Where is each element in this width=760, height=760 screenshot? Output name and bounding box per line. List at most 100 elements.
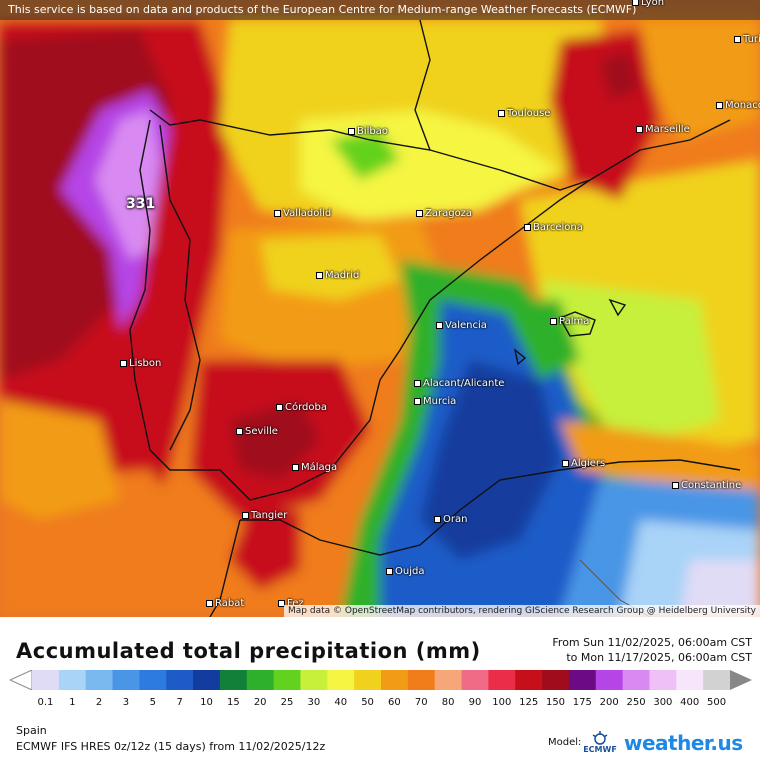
scale-swatch [542,670,570,690]
scale-swatch [488,670,516,690]
time-period: From Sun 11/02/2025, 06:00am CST to Mon … [552,635,752,665]
scale-tick-label: 0.1 [37,697,54,708]
scale-tick-label: 20 [253,697,267,708]
city-marker[interactable]: Bilbao [348,126,388,137]
city-label: Toulouse [507,108,551,119]
city-label: Rabat [215,598,245,609]
scale-tick-label: 80 [441,697,455,708]
ecmwf-text: ECMWF [583,745,617,754]
city-marker[interactable]: Constantine [672,480,741,491]
city-marker[interactable]: Fez [278,598,304,609]
color-scale-ticks: 0.1 1 2 3 5 7 10 15 20 25 30 40 50 60 70 80 90 100 125 150 1… [0,697,760,711]
city-marker[interactable]: Marseille [636,124,690,135]
scale-tick-label: 150 [545,697,566,708]
city-marker[interactable]: Oujda [386,566,424,577]
color-scale-bar [10,670,752,690]
city-marker[interactable]: Tangier [242,510,287,521]
scale-tick-label: 15 [226,697,240,708]
scale-tick-label: 200 [599,697,619,708]
city-label: Zaragoza [425,208,473,219]
scale-swatch [273,670,301,690]
city-label: Algiers [571,458,606,469]
scale-swatch [622,670,650,690]
city-marker[interactable]: Toulouse [498,108,550,119]
city-marker[interactable]: Valladolid [274,208,331,219]
model-caption: Model: [548,737,582,748]
scale-tick-label: 7 [176,697,183,708]
scale-tick-label: 100 [492,697,512,708]
scale-tick-label: 30 [307,697,321,708]
scale-swatch [515,670,543,690]
city-marker[interactable]: Monaco [716,100,760,111]
city-label: Murcia [423,396,457,407]
weather-us-logo[interactable]: weather.us [624,731,743,755]
city-label: Tangier [251,510,288,521]
period-from: From Sun 11/02/2025, 06:00am CST [552,636,752,649]
map-title: Accumulated total precipitation (mm) [16,639,481,663]
city-marker[interactable]: Madrid [316,270,359,281]
city-label: Marseille [645,124,690,135]
scale-swatch [703,670,731,690]
city-marker[interactable]: Oran [434,514,467,525]
scale-swatch [246,670,275,690]
scale-tick-label: 50 [361,697,374,708]
scale-tick-label: 175 [572,697,592,708]
city-marker[interactable]: Málaga [292,462,337,473]
city-label: Palma [559,316,590,327]
map-canvas [0,0,760,617]
scale-swatch [112,670,140,690]
city-label: Madrid [325,270,360,281]
city-marker[interactable]: Zaragoza [416,208,472,219]
scale-swatch [193,670,221,690]
scale-tick-label: 400 [680,697,700,708]
scale-swatch [595,670,624,690]
city-label: Seville [245,426,278,437]
region-label: Spain [16,724,47,737]
city-marker[interactable]: Barcelona [524,222,583,233]
city-label: Valladolid [283,208,332,219]
scale-swatch [568,670,597,690]
city-label: Lisbon [129,358,162,369]
scale-tick-label: 2 [95,697,103,708]
city-marker[interactable]: Alacant/Alicante [414,378,504,389]
scale-swatch [381,670,409,690]
scale-swatch [166,670,194,690]
scale-tick-label: 3 [122,697,130,708]
city-label: Oran [443,514,468,525]
scale-swatch [676,670,704,690]
city-marker[interactable]: Turin [734,34,760,45]
precipitation-map[interactable]: This service is based on data and produc… [0,0,760,617]
city-marker[interactable]: Lyon [632,0,664,8]
city-marker[interactable]: Rabat [206,598,244,609]
scale-swatch [461,670,489,690]
scale-tick-label: 300 [653,697,673,708]
city-marker[interactable]: Córdoba [276,402,327,413]
scale-tick-label: 70 [414,697,428,708]
city-label: Constantine [681,480,742,491]
scale-tick-label: 250 [626,697,646,708]
scale-swatch [407,670,436,690]
city-label: Lyon [641,0,665,8]
city-marker[interactable]: Seville [236,426,278,437]
map-attribution: Map data © OpenStreetMap contributors, r… [284,605,760,617]
city-label: Oujda [395,566,425,577]
city-marker[interactable]: Valencia [436,320,487,331]
city-marker[interactable]: Murcia [414,396,456,407]
city-label: Valencia [445,320,487,331]
scale-tick-label: 90 [468,697,482,708]
scale-swatch [327,670,355,690]
scale-swatch [434,670,463,690]
city-label: Turin [743,34,760,45]
city-marker[interactable]: Lisbon [120,358,161,369]
scale-swatch [219,670,248,690]
scale-swatch [58,670,87,690]
scale-tick-label: 10 [200,697,213,708]
scale-tick-label: 5 [149,697,156,708]
scale-tick-label: 125 [519,697,539,708]
scale-min-arrow [10,670,33,690]
city-marker[interactable]: Algiers [562,458,605,469]
city-marker[interactable]: Palma [550,316,589,327]
model-run-label: ECMWF IFS HRES 0z/12z (15 days) from 11/… [16,740,326,753]
scale-tick-label: 40 [334,697,348,708]
scale-swatch [32,670,60,690]
